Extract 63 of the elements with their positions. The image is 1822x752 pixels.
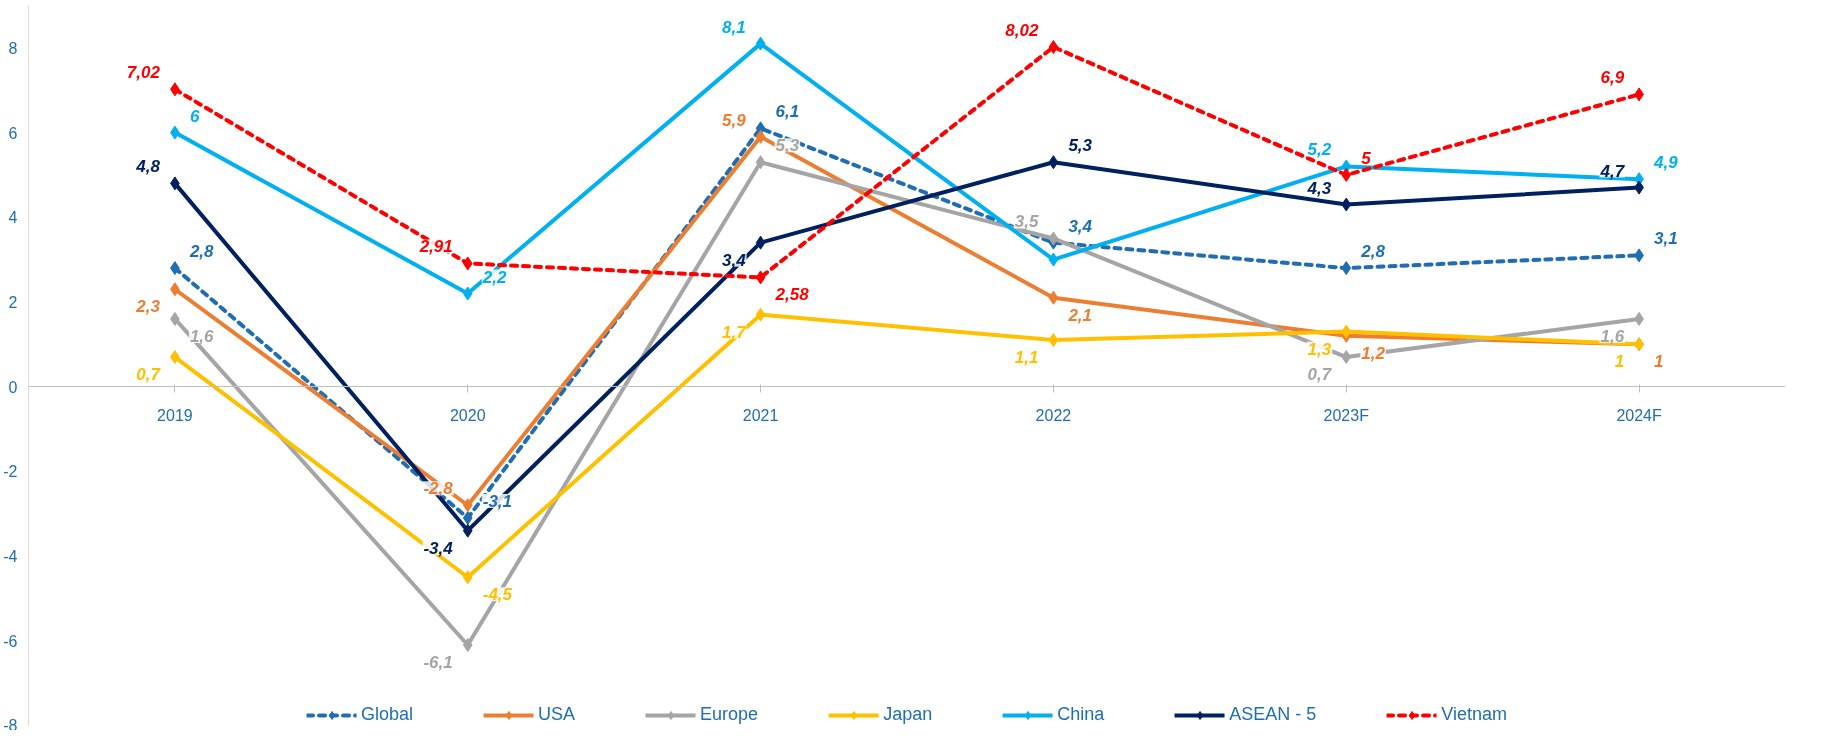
data-label: 1,6 — [189, 326, 215, 346]
y-tick-label: 6 — [8, 124, 18, 142]
data-label: 1,2 — [1361, 343, 1386, 363]
x-tick-label: 2022 — [1035, 406, 1072, 424]
legend-label: Europe — [700, 704, 759, 725]
x-tick-label: 2024F — [1616, 406, 1662, 424]
data-label: 3,1 — [1654, 229, 1678, 249]
data-label: 2,58 — [774, 285, 810, 305]
y-tick-label: 8 — [8, 39, 18, 57]
data-label: 5 — [1361, 148, 1372, 168]
data-label: 0,7 — [1307, 365, 1333, 385]
data-label: 1,1 — [1014, 348, 1039, 368]
data-label: 1,6 — [1600, 326, 1625, 346]
y-tick-label: 4 — [8, 209, 18, 227]
y-tick-label: -2 — [3, 463, 18, 481]
data-label: -3,4 — [423, 538, 454, 558]
x-tick-label: 2020 — [449, 406, 486, 424]
y-tick-label: -6 — [3, 632, 18, 650]
legend-label: Vietnam — [1441, 704, 1507, 725]
data-label: 2,8 — [1360, 242, 1386, 262]
data-label: 1 — [1654, 352, 1664, 372]
legend-label: Global — [361, 704, 414, 725]
data-label: 2,3 — [135, 297, 161, 317]
legend-label: Japan — [883, 704, 933, 725]
data-label: 5,9 — [721, 110, 747, 130]
y-tick-label: 0 — [8, 378, 18, 396]
data-label: 6 — [189, 106, 200, 126]
data-label: 4,7 — [1599, 161, 1626, 181]
data-label: 1,3 — [1307, 339, 1332, 359]
data-label: 2,91 — [418, 237, 453, 257]
legend-label: China — [1057, 704, 1105, 725]
data-label: 3,5 — [1014, 212, 1039, 232]
data-label: 1 — [1614, 352, 1625, 372]
data-label: -2,8 — [423, 479, 454, 499]
data-label: 3,4 — [721, 250, 747, 270]
y-tick-label: 2 — [8, 293, 18, 311]
data-label: 2,2 — [481, 267, 507, 287]
data-label: 2,1 — [1067, 305, 1093, 325]
data-label: 4,9 — [1653, 153, 1679, 173]
data-label: 3,4 — [1068, 216, 1093, 236]
data-label: -6,1 — [423, 653, 453, 673]
x-tick-label: 2021 — [742, 406, 779, 424]
data-label: -4,5 — [482, 585, 513, 605]
data-label: 1,7 — [721, 322, 748, 342]
data-label: 2,8 — [188, 242, 215, 262]
data-label: 5,3 — [775, 136, 800, 156]
data-label: 5,3 — [1068, 136, 1093, 156]
y-tick-label: -4 — [3, 548, 18, 566]
data-label: 6,9 — [1600, 68, 1625, 88]
data-label: 4,8 — [135, 157, 161, 177]
data-label: 6,1 — [775, 102, 800, 122]
x-tick-label: 2019 — [157, 406, 193, 424]
y-tick-label: -8 — [3, 716, 18, 734]
data-label: 7,02 — [126, 63, 161, 83]
data-label: 8,1 — [721, 17, 746, 37]
data-label: 8,02 — [1005, 21, 1039, 41]
data-label: 4,3 — [1306, 178, 1332, 198]
data-label: 5,2 — [1307, 140, 1332, 160]
legend-label: ASEAN - 5 — [1229, 704, 1317, 725]
data-label: -3,1 — [482, 491, 513, 511]
legend-label: USA — [538, 704, 576, 725]
x-tick-label: 2023F — [1323, 406, 1370, 424]
data-label: 0,7 — [136, 365, 162, 385]
